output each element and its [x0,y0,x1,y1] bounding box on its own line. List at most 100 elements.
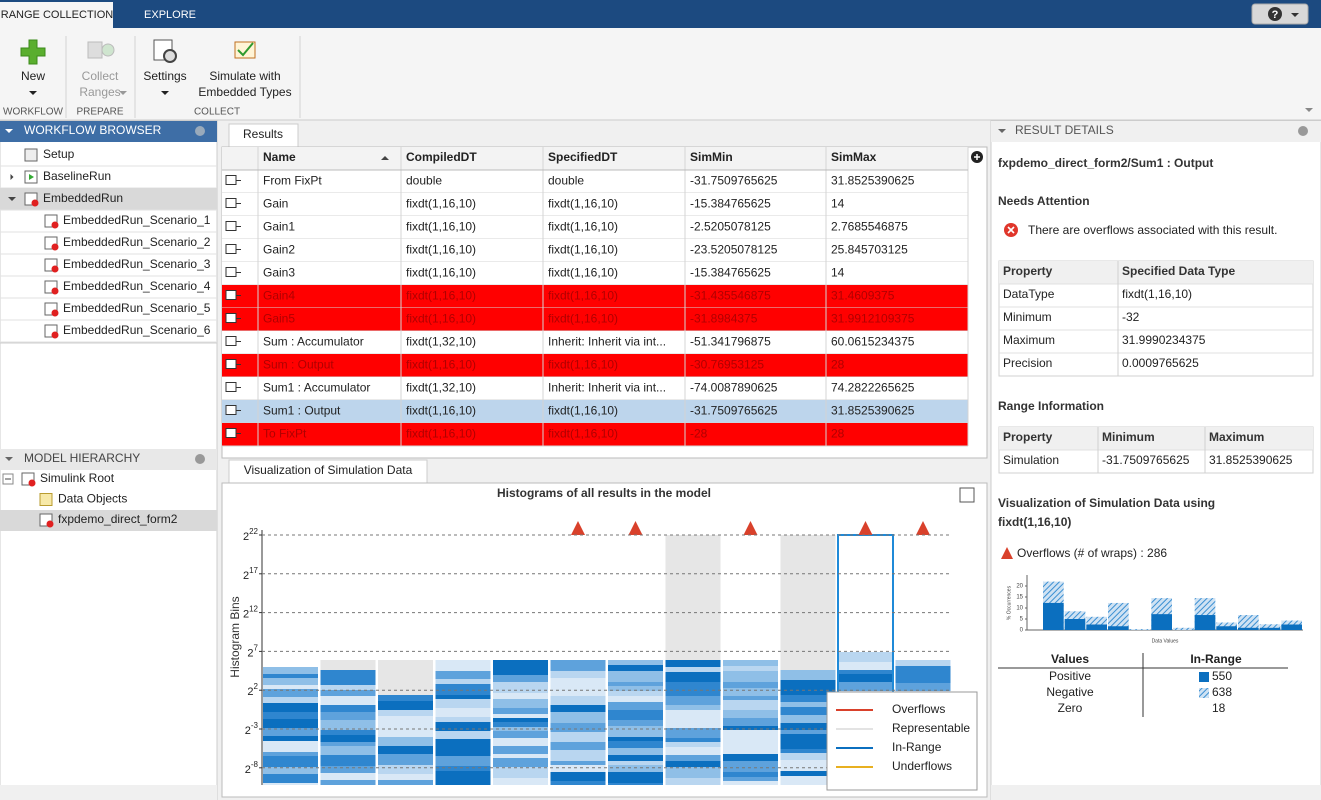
table-cell: 550 [1212,669,1232,683]
table-cell[interactable]: fixdt(1,32,10) [406,381,476,395]
table-cell[interactable]: fixdt(1,16,10) [406,289,476,303]
table-row [222,285,968,308]
table-cell[interactable]: 25.845703125 [831,243,908,257]
table-cell[interactable]: 31.4609375 [831,289,895,303]
tree-item[interactable]: EmbeddedRun [43,191,123,205]
table-cell[interactable]: Sum : Accumulator [263,335,364,349]
table-cell[interactable]: -15.384765625 [690,197,771,211]
table-cell[interactable]: fixdt(1,32,10) [406,335,476,349]
table-cell[interactable]: Sum1 : Accumulator [263,381,370,395]
table-cell[interactable]: -15.384765625 [690,266,771,280]
toolstrip-button[interactable]: Simulate with [209,69,280,83]
table-cell[interactable]: fixdt(1,16,10) [406,404,476,418]
table-cell[interactable]: 31.8525390625 [831,404,915,418]
histogram-stripe [435,771,491,781]
table-cell[interactable]: 60.0615234375 [831,335,915,349]
table-cell[interactable]: fixdt(1,16,10) [406,427,476,441]
table-cell[interactable]: 28 [831,427,845,441]
table-cell: 0.0009765625 [1122,356,1199,370]
legend-toggle[interactable] [959,487,975,503]
table-cell[interactable]: fixdt(1,16,10) [406,266,476,280]
table-cell[interactable]: Inherit: Inherit via int... [548,381,666,395]
table-cell[interactable]: Gain5 [263,312,295,326]
table-cell[interactable]: fixdt(1,16,10) [548,266,618,280]
table-cell[interactable]: 74.2822265625 [831,381,915,395]
table-cell[interactable]: fixdt(1,16,10) [406,312,476,326]
tree-item[interactable]: EmbeddedRun_Scenario_6 [63,323,211,337]
table-cell[interactable]: fixdt(1,16,10) [406,243,476,257]
table-cell[interactable]: fixdt(1,16,10) [406,197,476,211]
tree-item[interactable]: EmbeddedRun_Scenario_1 [63,213,211,227]
column-header[interactable]: CompiledDT [406,150,477,164]
tab[interactable]: RANGE COLLECTION [1,9,114,21]
table-cell[interactable]: 14 [831,197,845,211]
column-header[interactable]: SpecifiedDT [548,150,618,164]
table-cell[interactable]: double [406,174,442,188]
table-cell[interactable]: Gain3 [263,266,295,280]
histogram-stripe [780,723,836,730]
table-cell[interactable]: fixdt(1,16,10) [548,220,618,234]
scroll-track [0,785,217,800]
table-cell[interactable]: -31.7509765625 [690,174,778,188]
tree-item[interactable]: BaselineRun [43,169,111,183]
toolstrip-button[interactable]: Ranges [79,85,120,99]
tree-item[interactable]: fxpdemo_direct_form2 [58,512,178,526]
table-cell[interactable]: 31.8525390625 [831,174,915,188]
table-cell[interactable]: -31.8984375 [690,312,758,326]
table-cell[interactable]: fixdt(1,16,10) [548,289,618,303]
table-cell[interactable]: fixdt(1,16,10) [406,220,476,234]
table-cell[interactable]: -31.435546875 [690,289,771,303]
table-cell[interactable]: Gain1 [263,220,295,234]
table-cell[interactable]: -51.341796875 [690,335,771,349]
table-cell[interactable]: fixdt(1,16,10) [548,197,618,211]
table-cell[interactable]: 2.7685546875 [831,220,908,234]
table-cell[interactable]: -2.5205078125 [690,220,771,234]
histogram-stripe [435,717,491,722]
histogram-stripe [550,705,606,712]
table-cell[interactable]: -23.5205078125 [690,243,778,257]
panel-tab[interactable]: Visualization of Simulation Data [244,463,413,477]
tree-item[interactable]: EmbeddedRun_Scenario_3 [63,257,211,271]
table-cell[interactable]: To FixPt [263,427,307,441]
table-cell[interactable]: Inherit: Inherit via int... [548,335,666,349]
table-cell[interactable]: double [548,174,584,188]
toolstrip-button[interactable]: Collect [82,69,119,83]
column-header[interactable]: Name [263,150,296,164]
histogram-stripe [493,754,548,758]
tab[interactable]: EXPLORE [144,9,196,21]
column-header[interactable]: SimMax [831,150,877,164]
table-cell[interactable]: fixdt(1,16,10) [406,358,476,372]
histogram-stripe [780,771,836,776]
table-cell[interactable]: -74.0087890625 [690,381,778,395]
column-header[interactable]: SimMin [690,150,733,164]
table-cell[interactable]: Sum1 : Output [263,404,341,418]
table-cell[interactable]: fixdt(1,16,10) [548,312,618,326]
toolstrip-button[interactable]: Embedded Types [198,85,291,99]
table-cell[interactable]: 28 [831,358,845,372]
toolstrip-button[interactable]: New [21,69,45,83]
table-cell[interactable]: Gain4 [263,289,295,303]
table-cell[interactable]: Gain [263,197,288,211]
toolstrip-button[interactable]: Settings [143,69,186,83]
run-icon [24,148,38,162]
tree-item[interactable]: EmbeddedRun_Scenario_5 [63,301,211,315]
table-cell[interactable]: 31.9912109375 [831,312,915,326]
table-cell[interactable]: Gain2 [263,243,295,257]
table-cell[interactable]: fixdt(1,16,10) [548,427,618,441]
table-cell[interactable]: -30.76953125 [690,358,764,372]
table-cell[interactable]: -31.7509765625 [690,404,778,418]
table-cell[interactable]: fixdt(1,16,10) [548,358,618,372]
tree-item[interactable]: EmbeddedRun_Scenario_2 [63,235,211,249]
table-cell[interactable]: 14 [831,266,845,280]
tree-item[interactable]: EmbeddedRun_Scenario_4 [63,279,211,293]
histogram-stripe [723,726,778,730]
tree-item[interactable]: Data Objects [58,492,127,506]
tree-item[interactable]: Simulink Root [40,471,115,485]
table-cell[interactable]: fixdt(1,16,10) [548,404,618,418]
table-cell[interactable]: From FixPt [263,174,322,188]
table-cell[interactable]: fixdt(1,16,10) [548,243,618,257]
table-cell[interactable]: Sum : Output [263,358,334,372]
tree-item[interactable]: Setup [43,147,75,161]
table-cell[interactable]: -28 [690,427,708,441]
panel-tab[interactable]: Results [243,127,283,141]
